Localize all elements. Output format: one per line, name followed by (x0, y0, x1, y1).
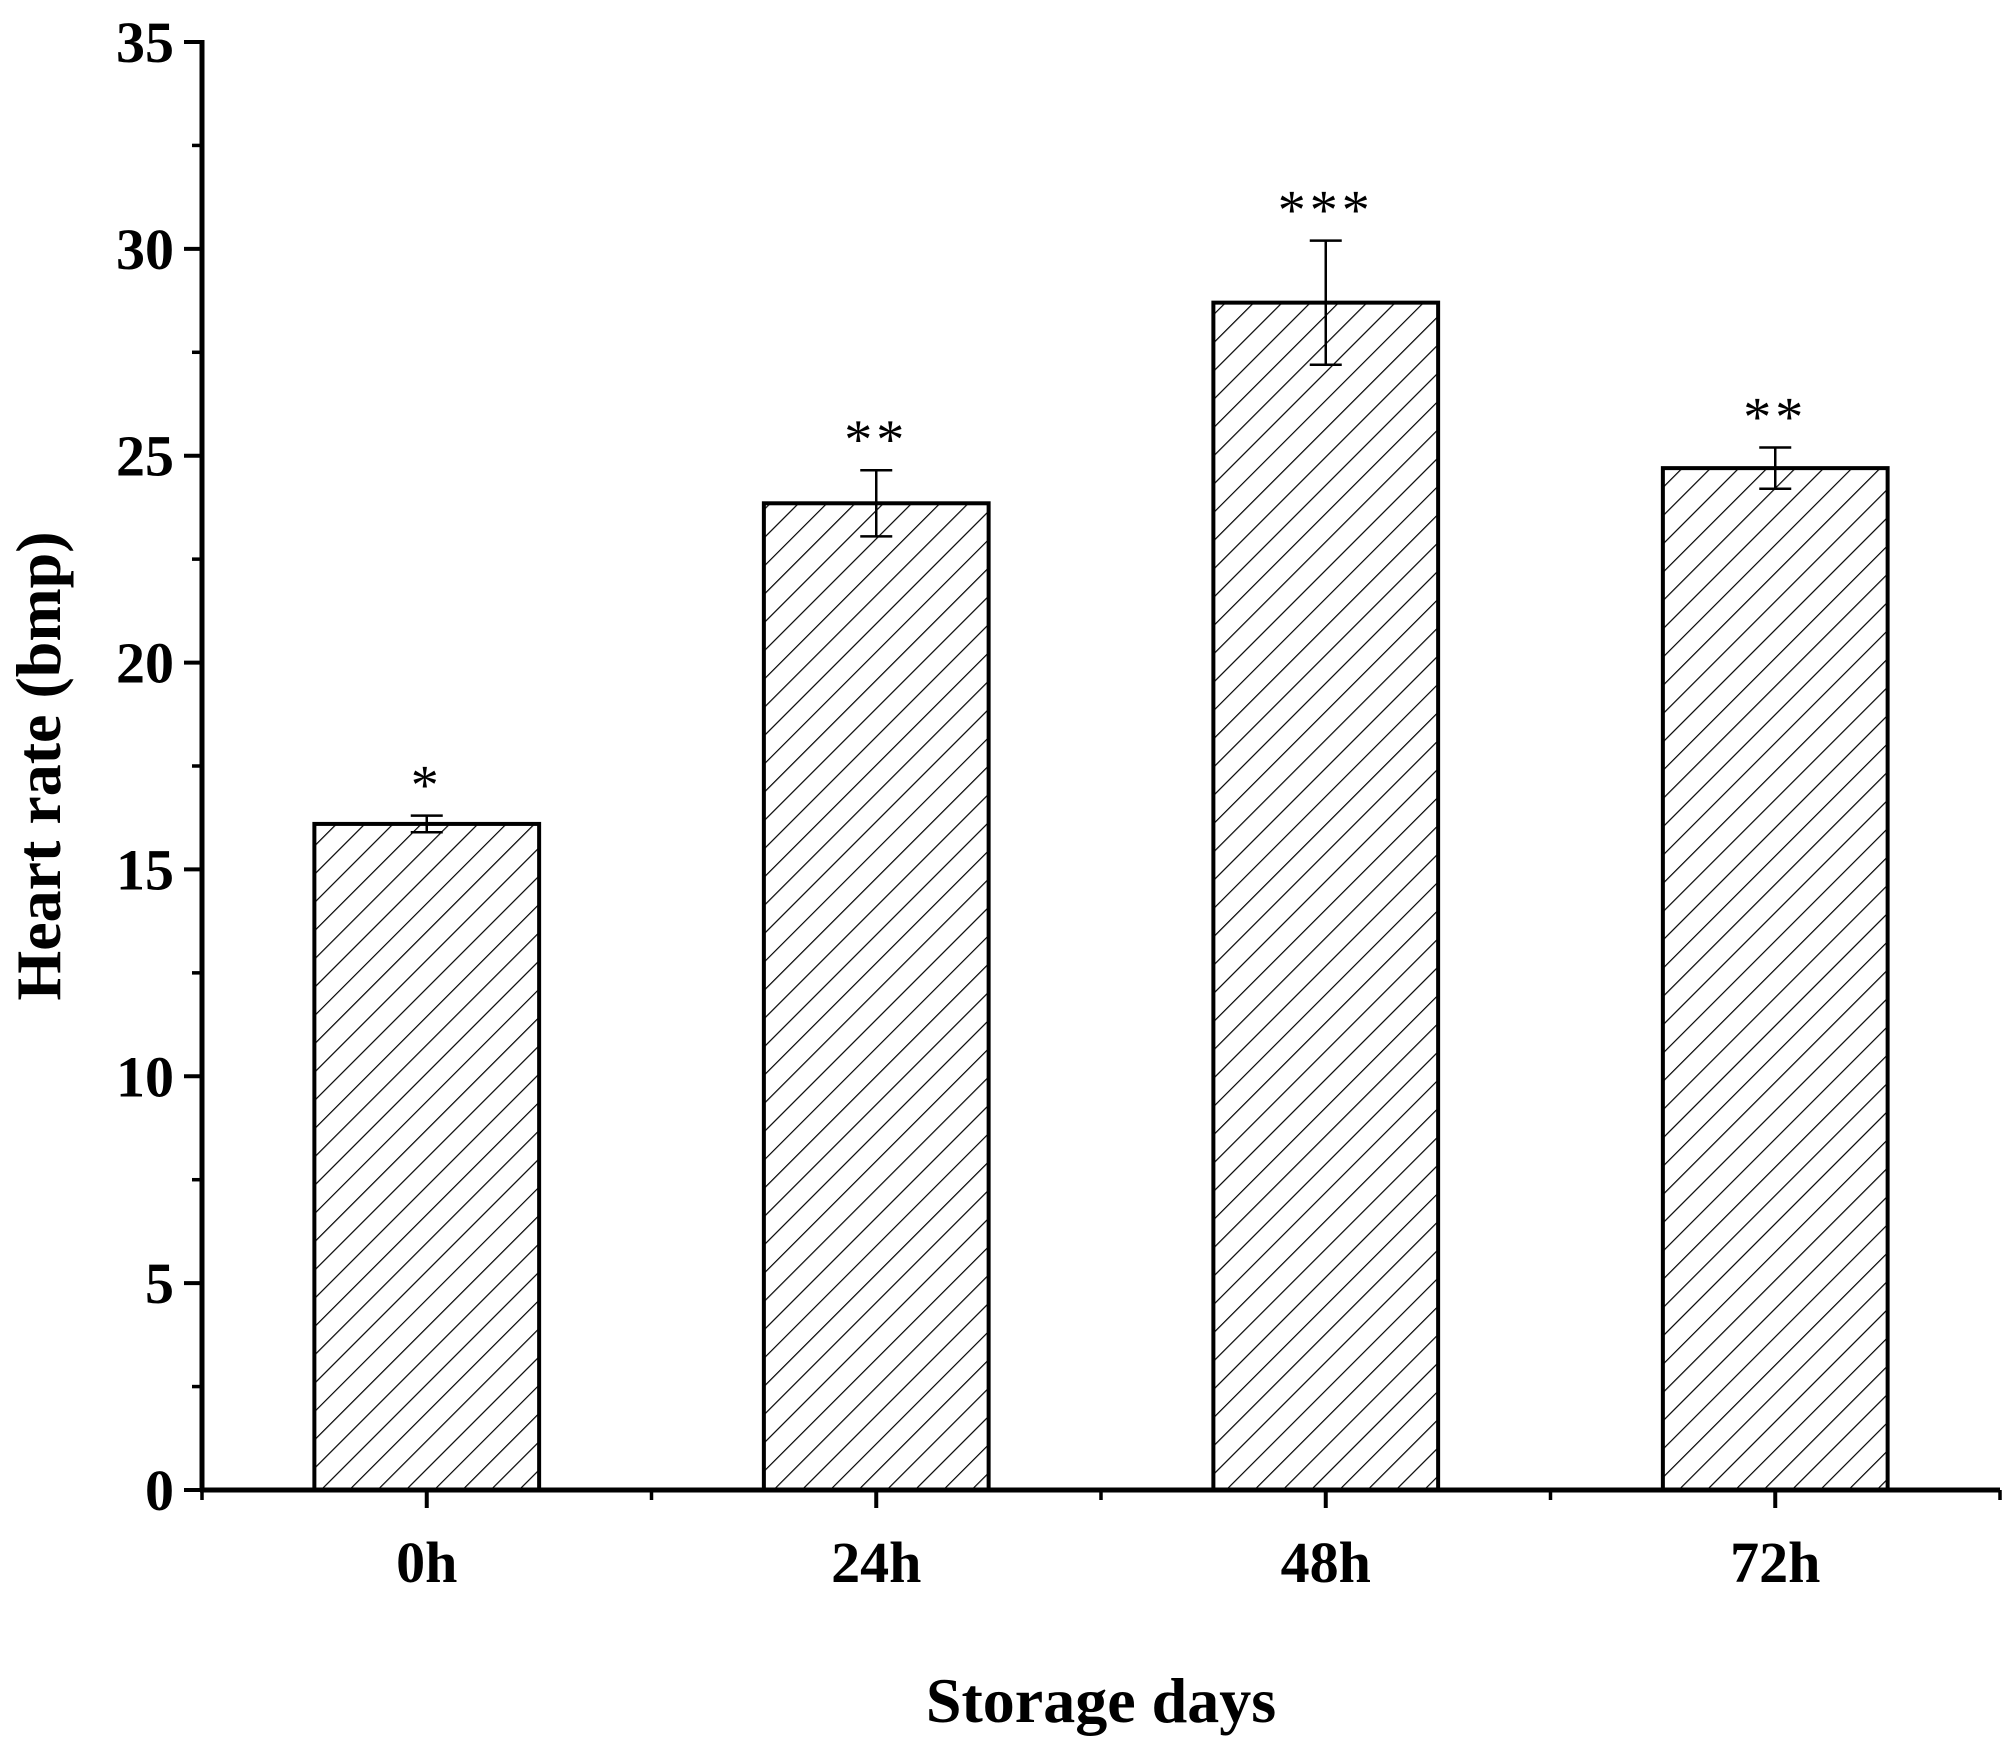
ticks-layer (184, 40, 2002, 1508)
y-tick-label: 20 (116, 631, 174, 696)
x-axis-title: Storage days (926, 1665, 1276, 1736)
significance-layer: ******** (411, 180, 1807, 817)
significance-marker: ** (844, 409, 908, 471)
y-axis-title: Heart rate (bmp) (3, 531, 74, 1000)
y-tick-label: 0 (145, 1458, 174, 1523)
bar (312, 821, 542, 1492)
y-tick-label: 25 (116, 424, 174, 489)
error-bars-layer (410, 239, 1792, 834)
y-tick-label: 5 (145, 1251, 174, 1316)
bars-layer (312, 300, 1890, 1492)
tick-labels-layer: 0 5 10 15 20 25 30 35 0h 24h 48h 72h (116, 10, 1820, 1595)
y-tick-label: 30 (116, 217, 174, 282)
bar (1660, 466, 1890, 1492)
x-tick-label: 48h (1281, 1530, 1371, 1595)
x-tick-label: 72h (1730, 1530, 1820, 1595)
significance-marker: *** (1278, 180, 1374, 242)
y-tick-label: 35 (116, 10, 174, 75)
y-tick-label: 15 (116, 837, 174, 902)
y-tick-label: 10 (116, 1044, 174, 1109)
x-tick-label: 0h (396, 1530, 457, 1595)
bar (1211, 300, 1441, 1492)
bar (761, 501, 991, 1492)
significance-marker: * (411, 755, 443, 817)
x-tick-label: 24h (831, 1530, 921, 1595)
significance-marker: ** (1743, 386, 1807, 448)
